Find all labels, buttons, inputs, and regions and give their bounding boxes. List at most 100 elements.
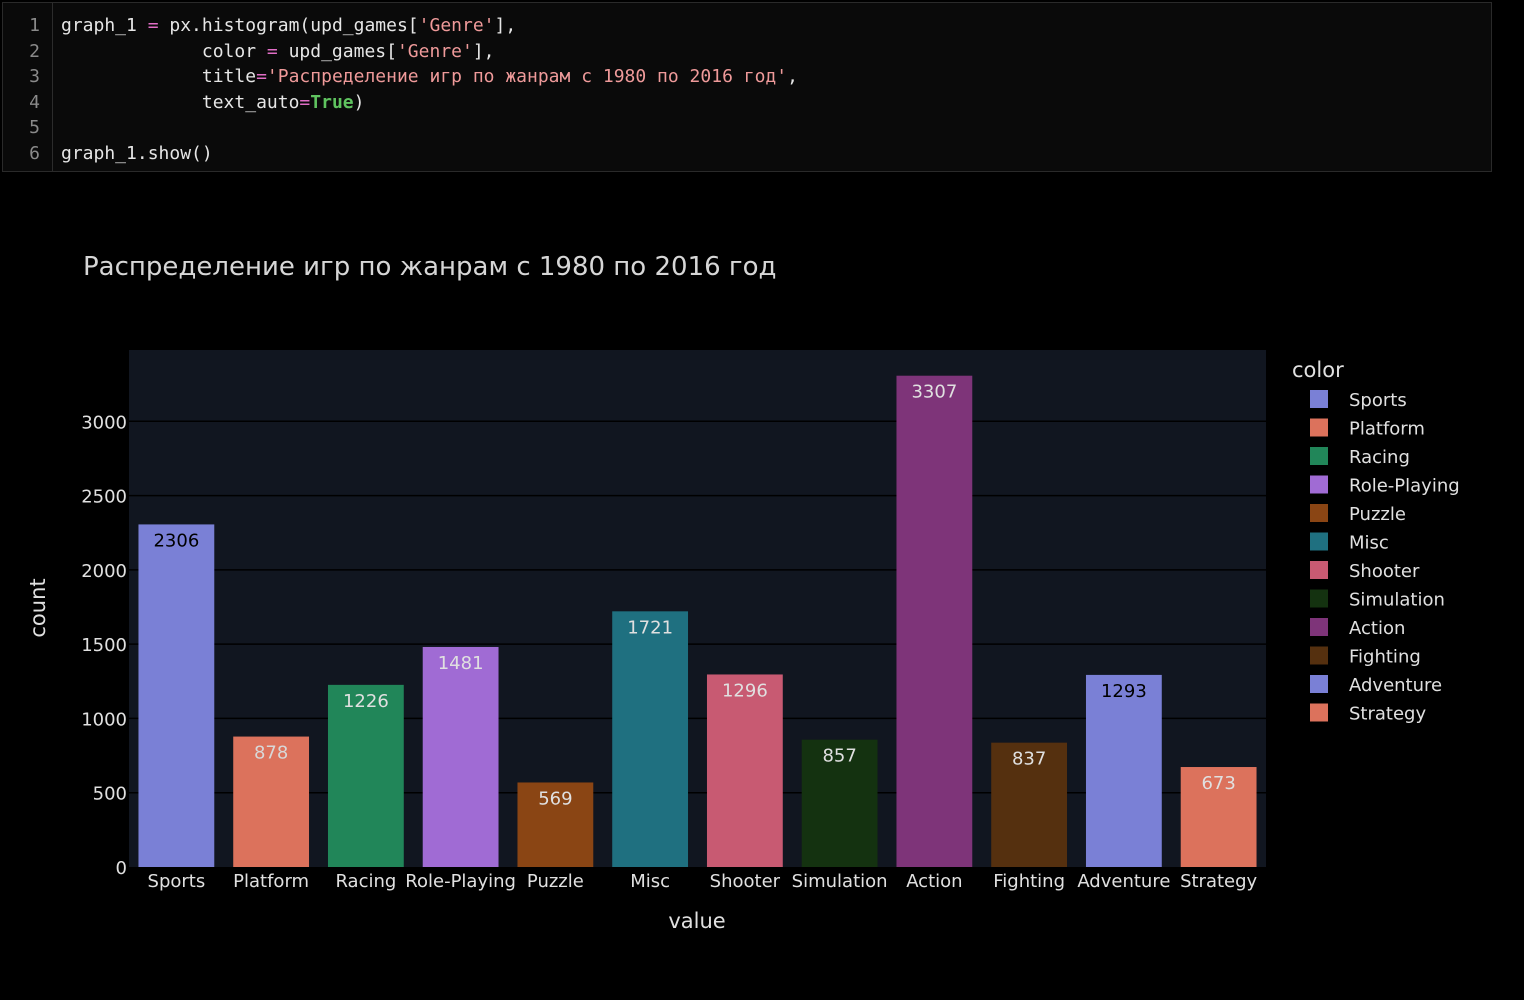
x-axis-label: value <box>668 909 725 933</box>
y-tick-label: 1500 <box>81 635 127 656</box>
bar-adventure[interactable] <box>1085 674 1162 867</box>
legend-label: Puzzle <box>1349 504 1406 525</box>
bar-value-label: 1293 <box>1101 681 1147 702</box>
line-number: 2 <box>29 40 40 62</box>
x-tick-label: Simulation <box>792 871 888 892</box>
code-token: 'Распределение игр по жанрам с 1980 по 2… <box>266 66 788 87</box>
x-tick-label: Strategy <box>1180 871 1257 892</box>
legend-swatch <box>1310 418 1328 437</box>
bar-action[interactable] <box>896 375 973 867</box>
legend-item[interactable]: Platform <box>1310 418 1425 440</box>
legend-item[interactable]: Role-Playing <box>1310 475 1460 497</box>
code-token: = <box>256 66 267 87</box>
genre-histogram-chart: Распределение игр по жанрам с 1980 по 20… <box>26 252 1460 933</box>
legend-item[interactable]: Racing <box>1310 447 1410 468</box>
bar-racing[interactable] <box>327 684 404 867</box>
bar-misc[interactable] <box>612 611 689 867</box>
code-line[interactable]: color = upd_games['Genre'], <box>61 39 495 64</box>
bar-puzzle[interactable] <box>517 782 594 867</box>
code-token: = <box>266 40 278 62</box>
code-token: True <box>310 91 354 113</box>
code-line[interactable]: graph_1.show() <box>61 141 213 166</box>
bar-platform[interactable] <box>233 736 310 867</box>
line-number: 1 <box>29 15 40 36</box>
line-number: 5 <box>29 117 40 138</box>
legend-item[interactable]: Misc <box>1310 532 1389 554</box>
code-token: text_auto <box>61 91 300 113</box>
legend-item[interactable]: Strategy <box>1310 703 1426 725</box>
legend-label: Racing <box>1349 447 1410 468</box>
y-tick-label: 2500 <box>81 487 127 508</box>
bar-value-label: 1481 <box>438 653 484 674</box>
legend-item[interactable]: Sports <box>1310 390 1407 411</box>
y-tick-label: 1000 <box>81 709 127 730</box>
y-axis-label: count <box>26 578 50 637</box>
code-token: upd_games[ <box>277 40 397 62</box>
x-tick-label: Platform <box>233 871 309 892</box>
x-axis-ticks: Sports Platform Racing Role-Playing Puzzle Mi… <box>148 871 1258 892</box>
bar-value-label: 1721 <box>627 617 673 638</box>
legend-swatch <box>1310 646 1328 665</box>
bar-value-label: 857 <box>822 746 856 767</box>
code-line[interactable]: graph_1 = px.histogram(upd_games['Genre'… <box>61 13 516 38</box>
x-tick-label: Adventure <box>1077 871 1170 892</box>
bar-sports[interactable] <box>138 524 215 867</box>
bar-strategy[interactable] <box>1180 767 1257 867</box>
code-line[interactable]: title='Распределение игр по жанрам с 198… <box>61 64 798 89</box>
legend-swatch <box>1310 561 1328 579</box>
bar-value-label: 2306 <box>153 530 199 551</box>
legend-label: Sports <box>1349 390 1407 411</box>
x-tick-label: Sports <box>148 871 206 892</box>
code-cell[interactable]: 1 2 3 4 5 6 graph_1 = px.histogram(upd_games[… <box>2 2 1492 172</box>
code-token: , <box>787 66 798 87</box>
code-token: = <box>299 91 311 113</box>
legend-item[interactable]: Fighting <box>1310 646 1421 668</box>
legend-label: Strategy <box>1349 704 1426 725</box>
legend-label: Misc <box>1349 533 1389 554</box>
line-number: 6 <box>29 142 40 164</box>
code-token: ) <box>353 91 365 113</box>
plot-area[interactable] <box>129 350 1266 867</box>
legend-swatch <box>1310 703 1328 722</box>
legend-swatch <box>1310 589 1328 608</box>
bar-shooter[interactable] <box>706 674 783 867</box>
legend-swatch <box>1310 475 1328 494</box>
legend-label: Action <box>1349 618 1405 639</box>
code-token: = <box>147 15 159 36</box>
legend-swatch <box>1310 675 1328 693</box>
legend-label: Fighting <box>1349 647 1421 668</box>
legend-swatch <box>1310 390 1328 408</box>
bar-simulation[interactable] <box>801 739 878 867</box>
legend[interactable]: Sports Platform Racing Role-Playing Puzzle Mi… <box>1310 390 1460 725</box>
bar-role-playing[interactable] <box>422 646 499 867</box>
code-token: color <box>61 40 267 62</box>
legend-label: Simulation <box>1349 590 1445 611</box>
bar-fighting[interactable] <box>991 742 1068 867</box>
bar-value-label: 878 <box>254 743 288 764</box>
legend-swatch <box>1310 532 1328 551</box>
x-tick-label: Shooter <box>710 871 781 892</box>
code-token: ], <box>494 15 517 36</box>
legend-item[interactable]: Action <box>1310 618 1405 639</box>
legend-item[interactable]: Shooter <box>1310 561 1420 582</box>
legend-title: color <box>1292 358 1344 382</box>
legend-label: Adventure <box>1349 675 1442 696</box>
bar-value-label: 837 <box>1012 749 1046 770</box>
x-tick-label: Action <box>906 871 962 892</box>
legend-swatch <box>1310 618 1328 636</box>
legend-label: Role-Playing <box>1349 476 1460 497</box>
code-line[interactable]: text_auto=True) <box>61 90 365 115</box>
bar-value-label: 569 <box>538 788 572 809</box>
legend-item[interactable]: Adventure <box>1310 675 1442 696</box>
x-tick-label: Puzzle <box>527 871 584 892</box>
legend-label: Platform <box>1349 419 1425 440</box>
y-tick-label: 0 <box>116 858 127 879</box>
bars: 2306 878 1226 1481 569 1721 1296 857 3307 837 1293… <box>138 375 1257 867</box>
x-tick-label: Racing <box>335 871 396 892</box>
code-token: ], <box>472 40 495 62</box>
line-number: 4 <box>29 91 40 113</box>
y-tick-label: 3000 <box>81 412 127 433</box>
legend-item[interactable]: Puzzle <box>1310 504 1406 525</box>
code-token: title <box>61 66 257 87</box>
legend-item[interactable]: Simulation <box>1310 589 1445 611</box>
